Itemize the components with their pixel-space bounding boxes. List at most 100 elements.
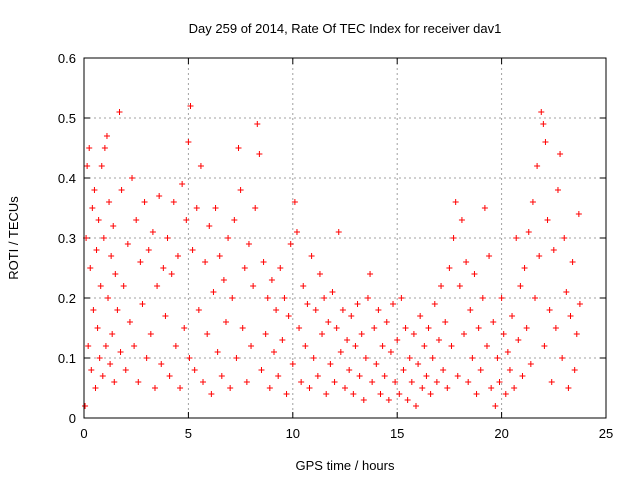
data-point — [197, 163, 204, 169]
data-point — [569, 259, 576, 265]
data-point — [162, 313, 169, 319]
y-tick-label: 0.5 — [58, 111, 76, 126]
data-point — [548, 379, 555, 385]
data-point — [377, 391, 384, 397]
data-point — [186, 355, 193, 361]
data-point — [342, 385, 348, 391]
data-point — [264, 295, 271, 301]
data-point — [509, 313, 516, 319]
data-point — [96, 355, 103, 361]
data-point — [477, 367, 484, 373]
data-point — [275, 373, 282, 379]
data-point — [410, 331, 417, 337]
data-point — [239, 325, 246, 331]
data-point — [302, 343, 309, 349]
data-point — [306, 385, 313, 391]
data-point — [367, 271, 374, 277]
data-point — [519, 373, 526, 379]
data-point — [187, 103, 194, 109]
data-point — [421, 343, 428, 349]
data-point — [141, 199, 148, 205]
data-point — [321, 295, 328, 301]
data-point — [373, 361, 380, 367]
data-points — [82, 103, 583, 409]
data-point — [456, 283, 463, 289]
data-point — [396, 391, 403, 397]
data-point — [429, 355, 436, 361]
chart-title: Day 259 of 2014, Rate Of TEC Index for r… — [189, 21, 502, 36]
data-point — [164, 235, 171, 241]
data-point — [154, 283, 161, 289]
data-point — [116, 109, 123, 115]
data-point — [151, 385, 158, 391]
data-point — [500, 331, 507, 337]
data-point — [110, 223, 117, 229]
data-point — [385, 397, 392, 403]
data-point — [335, 229, 342, 235]
data-point — [147, 331, 154, 337]
data-point — [557, 151, 564, 157]
data-point — [465, 379, 472, 385]
data-point — [185, 139, 192, 145]
data-point — [534, 163, 541, 169]
data-point — [95, 217, 102, 223]
data-point — [433, 379, 440, 385]
data-point — [444, 385, 451, 391]
y-tick-label: 0.2 — [58, 291, 76, 306]
data-point — [107, 361, 114, 367]
data-point — [88, 367, 95, 373]
data-point — [379, 343, 386, 349]
data-point — [279, 337, 286, 343]
data-point — [419, 385, 426, 391]
x-tick-label: 25 — [599, 426, 613, 441]
data-point — [183, 217, 190, 223]
data-point — [237, 187, 244, 193]
data-point — [181, 325, 188, 331]
data-point — [471, 271, 478, 277]
data-point — [392, 379, 399, 385]
y-tick-label: 0 — [69, 411, 76, 426]
data-point — [216, 253, 223, 259]
data-point — [293, 229, 300, 235]
data-point — [101, 145, 108, 151]
data-point — [229, 295, 236, 301]
data-point — [452, 199, 459, 205]
data-point — [256, 151, 263, 157]
data-point — [544, 217, 551, 223]
gridlines — [84, 58, 606, 418]
data-point — [319, 331, 326, 337]
x-tick-labels: 0 5 10 15 20 25 — [80, 426, 613, 441]
x-tick-label: 5 — [185, 426, 192, 441]
data-point — [97, 283, 104, 289]
data-point — [252, 205, 259, 211]
data-point — [402, 325, 409, 331]
data-point — [498, 295, 505, 301]
data-point — [170, 199, 177, 205]
data-point — [488, 385, 495, 391]
data-point — [139, 301, 146, 307]
x-tick-label: 15 — [390, 426, 404, 441]
data-point — [235, 145, 242, 151]
data-point — [492, 403, 499, 409]
data-point — [100, 235, 107, 241]
data-point — [523, 325, 530, 331]
data-point — [314, 373, 321, 379]
x-tick-label: 10 — [286, 426, 300, 441]
data-point — [504, 349, 511, 355]
data-point — [362, 355, 369, 361]
data-point — [262, 331, 269, 337]
data-point — [273, 307, 280, 313]
data-point — [573, 331, 580, 337]
x-axis-label: GPS time / hours — [296, 458, 395, 473]
data-point — [222, 319, 229, 325]
data-point — [552, 325, 559, 331]
data-point — [425, 325, 432, 331]
data-point — [521, 265, 528, 271]
data-point — [517, 283, 524, 289]
data-point — [168, 271, 175, 277]
data-point — [200, 379, 207, 385]
data-point — [438, 283, 445, 289]
data-point — [87, 265, 94, 271]
data-point — [525, 229, 532, 235]
